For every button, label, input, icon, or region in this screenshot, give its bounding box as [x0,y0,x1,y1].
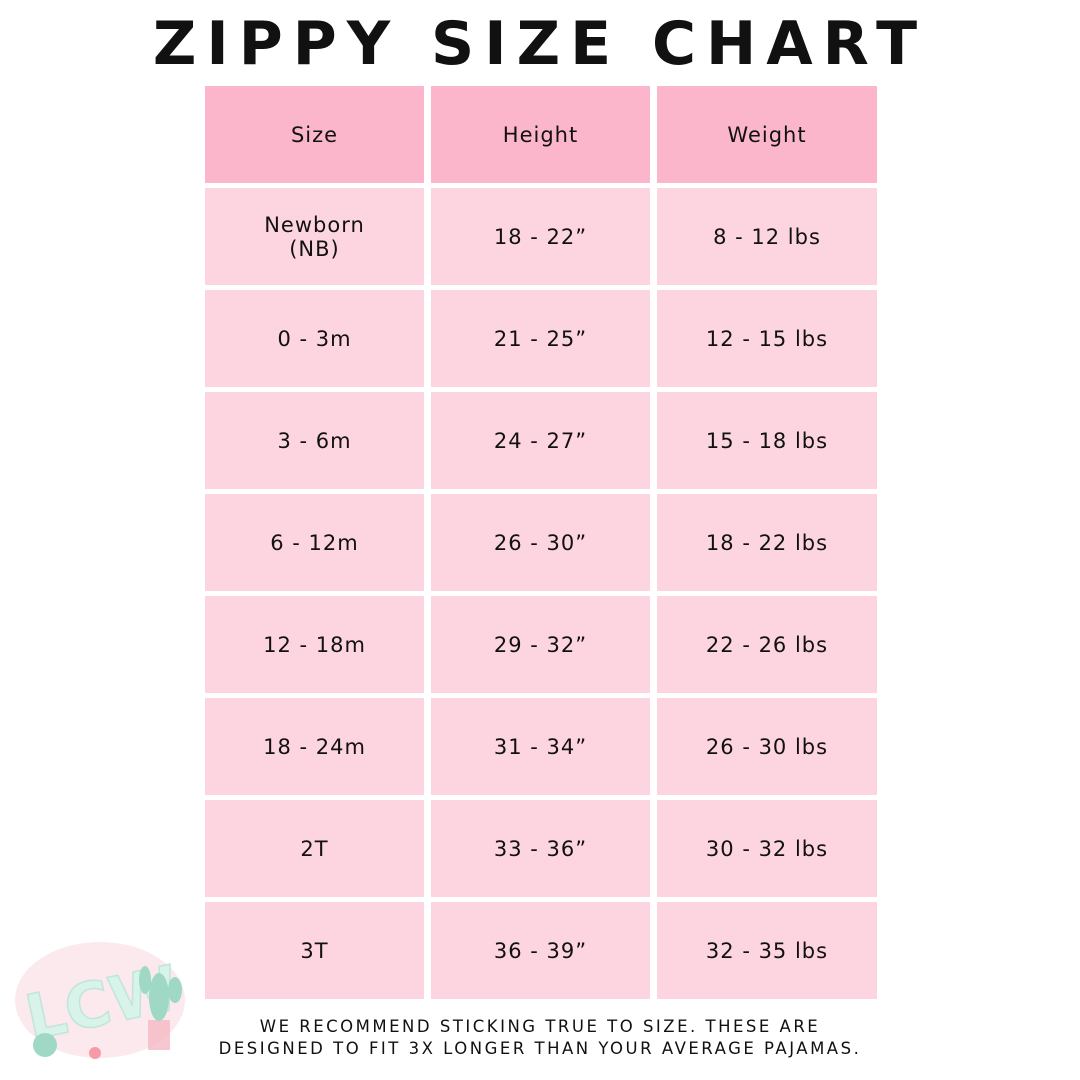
lcw-cactus-logo: LCW [15,942,185,1059]
cell-height: 29 - 32” [431,596,650,693]
cell-weight: 12 - 15 lbs [657,290,877,387]
cell-size: Newborn (NB) [205,188,424,285]
cell-weight: 18 - 22 lbs [657,494,877,591]
cell-height: 33 - 36” [431,800,650,897]
cell-size: 3T [205,902,424,999]
cell-height: 24 - 27” [431,392,650,489]
cell-size: 2T [205,800,424,897]
header-size: Size [205,86,424,183]
cell-height: 36 - 39” [431,902,650,999]
cell-weight: 30 - 32 lbs [657,800,877,897]
cell-weight: 22 - 26 lbs [657,596,877,693]
page-title: ZIPPY SIZE CHART [152,9,928,79]
cell-size: 6 - 12m [205,494,424,591]
footer-line-1: WE RECOMMEND STICKING TRUE TO SIZE. THES… [259,1017,821,1036]
cell-height: 26 - 30” [431,494,650,591]
cell-weight: 32 - 35 lbs [657,902,877,999]
cell-size: 18 - 24m [205,698,424,795]
cell-size: 3 - 6m [205,392,424,489]
cell-weight: 8 - 12 lbs [657,188,877,285]
cell-height: 31 - 34” [431,698,650,795]
cell-size: 12 - 18m [205,596,424,693]
header-weight: Weight [657,86,877,183]
cell-size: 0 - 3m [205,290,424,387]
footer-note: WE RECOMMEND STICKING TRUE TO SIZE. THES… [170,1016,910,1060]
cell-height: 21 - 25” [431,290,650,387]
footer-line-2: DESIGNED TO FIT 3X LONGER THAN YOUR AVER… [218,1039,862,1058]
cell-weight: 26 - 30 lbs [657,698,877,795]
header-height: Height [431,86,650,183]
cell-weight: 15 - 18 lbs [657,392,877,489]
cell-height: 18 - 22” [431,188,650,285]
size-table: Size Height Weight Newborn (NB) 18 - 22” 8… [205,86,877,999]
